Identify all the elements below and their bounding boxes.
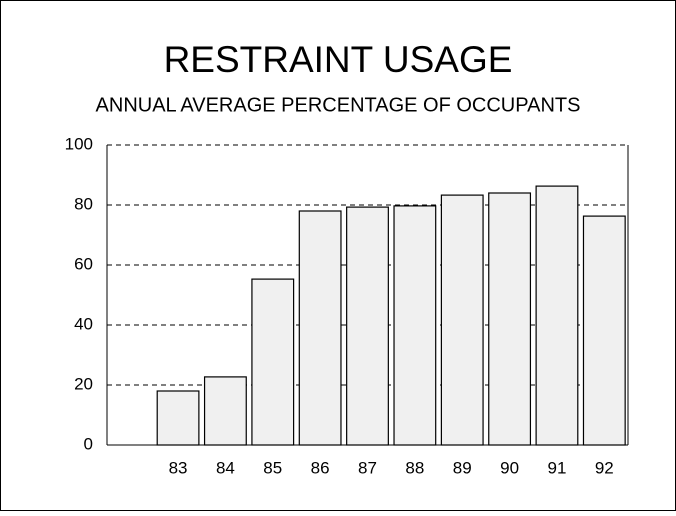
x-tick-label: 90 [500,458,519,477]
y-tick-label: 80 [74,194,93,213]
y-tick-label: 0 [84,434,93,453]
x-tick-label: 84 [216,458,235,477]
bar [488,192,532,446]
y-tick-label: 100 [65,134,93,153]
y-tick-label: 60 [74,254,93,273]
y-tick-label: 40 [74,314,93,333]
x-tick-label: 89 [453,458,472,477]
x-tick-label: 88 [405,458,424,477]
bar [203,376,247,446]
x-tick-label: 91 [547,458,566,477]
chart-subtitle: ANNUAL AVERAGE PERCENTAGE OF OCCUPANTS [96,94,581,116]
y-tick-label: 20 [74,374,93,393]
bar [298,210,342,446]
bar [346,206,389,446]
bar [156,390,200,446]
x-tick-label: 92 [595,458,614,477]
x-tick-label: 86 [311,458,330,477]
chart-title: RESTRAINT USAGE [164,39,513,80]
bar [535,185,579,446]
bar [582,215,626,446]
bar [393,205,437,446]
bar [251,278,295,446]
bar [440,194,484,446]
x-tick-label: 85 [263,458,282,477]
x-tick-label: 83 [169,458,188,477]
x-tick-label: 87 [358,458,377,477]
